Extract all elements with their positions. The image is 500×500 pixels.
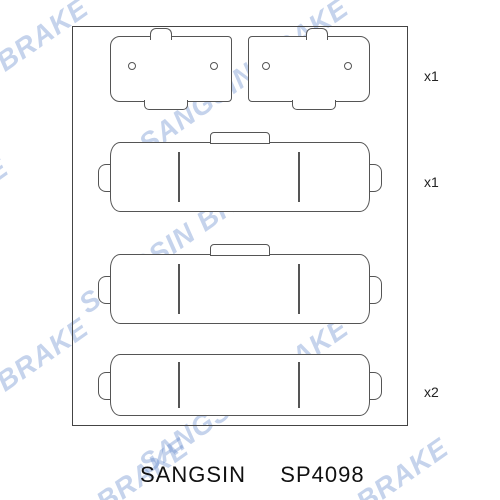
- pad-wing-right: [368, 372, 382, 400]
- product-caption: SANGSIN SP4098: [140, 462, 365, 488]
- pad-slot: [298, 152, 300, 202]
- friction-pad-body: [110, 142, 370, 212]
- friction-pad-body: [110, 254, 370, 324]
- tab-icon: [144, 100, 188, 110]
- qty-label-4: x2: [424, 384, 439, 400]
- rivet-icon: [128, 62, 136, 70]
- qty-label-2: x1: [424, 174, 439, 190]
- tab-icon: [292, 100, 336, 110]
- brand-text: SANGSIN: [140, 462, 246, 487]
- clip-icon: [306, 28, 328, 40]
- pad-slot: [298, 362, 300, 408]
- rivet-icon: [262, 62, 270, 70]
- pad-slot: [178, 362, 180, 408]
- pad-wing-right: [368, 164, 382, 192]
- pad-top-tab: [210, 132, 270, 144]
- watermark-text: SANGSIN BRAKE: [0, 152, 15, 320]
- rivet-icon: [210, 62, 218, 70]
- part-number: SP4098: [280, 462, 364, 487]
- pad-wing-right: [368, 276, 382, 304]
- pad-slot: [298, 264, 300, 314]
- clip-icon: [150, 28, 172, 40]
- pad-top-tab: [210, 244, 270, 256]
- pad-slot: [178, 264, 180, 314]
- rivet-icon: [344, 62, 352, 70]
- pad-slot: [178, 152, 180, 202]
- friction-pad-body: [110, 354, 370, 416]
- qty-label-1: x1: [424, 68, 439, 84]
